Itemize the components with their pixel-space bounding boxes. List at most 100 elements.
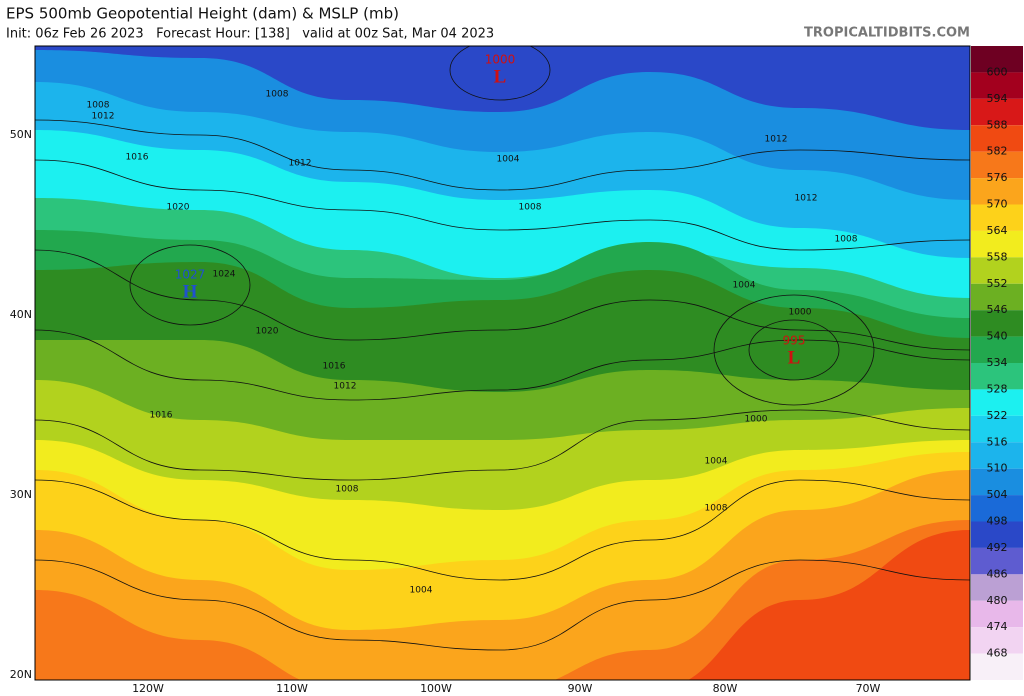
- colorbar-label: 540: [987, 330, 1008, 343]
- isobar: [35, 329, 970, 401]
- colorbar-swatch: [971, 125, 1023, 152]
- pressure-value: 995: [783, 334, 806, 348]
- colorbar-swatch: [971, 442, 1023, 469]
- colorbar-swatch: [971, 495, 1023, 522]
- pressure-letter: L: [494, 66, 507, 87]
- colorbar-label: 498: [987, 515, 1008, 528]
- longitude-label: 80W: [713, 682, 738, 695]
- colorbar-swatch: [971, 336, 1023, 363]
- colorbar-swatch: [971, 230, 1023, 258]
- colorbar-swatch: [971, 547, 1023, 575]
- isobar: [748, 319, 840, 381]
- longitude-label: 90W: [568, 682, 593, 695]
- colorbar-label: 516: [987, 435, 1008, 448]
- colorbar-swatch: [971, 574, 1023, 601]
- colorbar-swatch: [971, 46, 1023, 73]
- isobar: [129, 244, 251, 326]
- isobar: [713, 294, 875, 406]
- colorbar-label: 522: [987, 409, 1008, 422]
- isobar-label: 1008: [336, 485, 359, 495]
- colorbar-label: 468: [987, 647, 1008, 660]
- colorbar-swatch: [971, 204, 1023, 231]
- colorbar-swatch: [971, 600, 1023, 628]
- colorbar-label: 534: [987, 356, 1008, 369]
- colorbar-label: 480: [987, 594, 1008, 607]
- isobar: [35, 479, 970, 581]
- colorbar-label: 474: [987, 620, 1008, 633]
- latitude-label: 30N: [10, 488, 32, 501]
- colorbar-label: 594: [987, 92, 1008, 105]
- isobar-label: 1020: [167, 203, 190, 213]
- colorbar-swatch: [971, 521, 1023, 548]
- isobar-label: 1008: [87, 101, 110, 111]
- pressure-letter: H: [183, 281, 198, 302]
- colorbar-swatch: [971, 415, 1023, 443]
- isobar: [35, 559, 970, 651]
- isobar: [35, 249, 970, 351]
- isobar-label: 1024: [213, 270, 236, 280]
- colorbar-label: 510: [987, 462, 1008, 475]
- colorbar-swatch: [971, 468, 1023, 496]
- colorbar: 600 594 588 582 576 570 564 558 552 546 540 534 528 5…: [971, 46, 1023, 680]
- pressure-value: 1000: [485, 53, 516, 67]
- colorbar-swatch: [971, 98, 1023, 126]
- isobar-label: 1000: [745, 415, 768, 425]
- height-band: [687, 530, 970, 680]
- latitude-label: 40N: [10, 308, 32, 321]
- colorbar-swatch: [971, 178, 1023, 205]
- credit: TROPICALTIDBITS.COM: [804, 26, 970, 41]
- longitude-label: 110W: [276, 682, 308, 695]
- isobar-label: 1004: [497, 155, 520, 165]
- isobar-label: 1012: [289, 159, 312, 169]
- isobar: [35, 119, 970, 191]
- isobar: [35, 409, 970, 481]
- colorbar-label: 558: [987, 250, 1008, 263]
- colorbar-swatch: [971, 363, 1023, 390]
- isobar-label: 1004: [733, 281, 756, 291]
- colorbar-swatch: [971, 283, 1023, 311]
- colorbar-swatch: [971, 653, 1023, 680]
- colorbar-label: 528: [987, 382, 1008, 395]
- colorbar-label: 486: [987, 567, 1008, 580]
- longitude-label: 70W: [856, 682, 881, 695]
- colorbar-label: 582: [987, 145, 1008, 158]
- colorbar-label: 504: [987, 488, 1008, 501]
- isobar-label: 1012: [334, 382, 357, 392]
- colorbar-label: 546: [987, 303, 1008, 316]
- colorbar-label: 576: [987, 171, 1008, 184]
- isobar-label: 1008: [266, 90, 289, 100]
- longitude-label: 120W: [132, 682, 164, 695]
- isobar-label: 1016: [323, 362, 346, 372]
- isobar-label: 1004: [410, 586, 433, 596]
- isobar-label: 1016: [150, 411, 173, 421]
- isobar-label: 1020: [256, 327, 279, 337]
- colorbar-swatch: [971, 257, 1023, 284]
- longitude-label: 100W: [420, 682, 452, 695]
- isobar: [35, 159, 970, 251]
- isobar-label: 1000: [789, 308, 812, 318]
- latitude-label: 50N: [10, 128, 32, 141]
- isobar-label: 1004: [705, 457, 728, 467]
- subtitle: Init: 06z Feb 26 2023 Forecast Hour: [13…: [6, 27, 494, 42]
- isobar-label: 1012: [795, 194, 818, 204]
- title: EPS 500mb Geopotential Height (dam) & MS…: [6, 5, 399, 23]
- colorbar-swatch: [971, 627, 1023, 654]
- isobar-label: 1008: [835, 235, 858, 245]
- colorbar-swatch: [971, 72, 1023, 99]
- map: [35, 46, 970, 680]
- colorbar-swatch: [971, 310, 1023, 337]
- isobar-label: 1008: [705, 504, 728, 514]
- colorbar-label: 492: [987, 541, 1008, 554]
- isobar-label: 1008: [519, 203, 542, 213]
- isobar-label: 1012: [92, 112, 115, 122]
- colorbar-label: 552: [987, 277, 1008, 290]
- colorbar-swatch: [971, 151, 1023, 179]
- colorbar-label: 570: [987, 198, 1008, 211]
- isobar-label: 1016: [126, 153, 149, 163]
- isobar: [449, 46, 551, 101]
- latitude-label: 20N: [10, 668, 32, 681]
- pressure-value: 1027: [175, 268, 206, 282]
- colorbar-label: 600: [987, 65, 1008, 78]
- isobar-label: 1012: [765, 135, 788, 145]
- colorbar-label: 564: [987, 224, 1008, 237]
